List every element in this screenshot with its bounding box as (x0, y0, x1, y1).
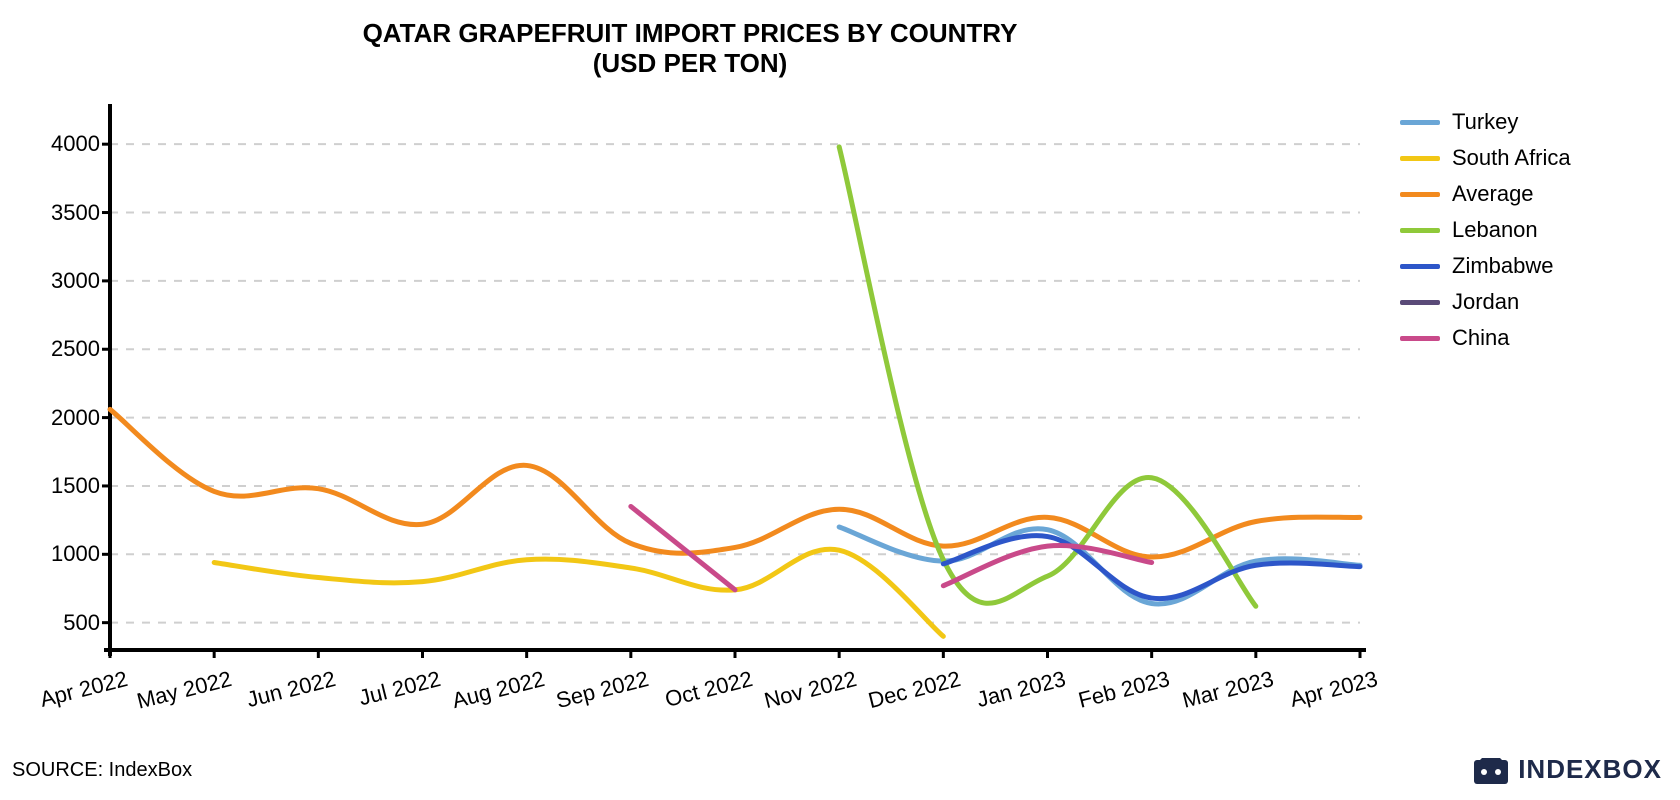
y-tick-label: 4000 (10, 131, 100, 157)
legend-swatch (1400, 120, 1440, 125)
legend-swatch (1400, 264, 1440, 269)
box-icon (1472, 752, 1510, 786)
legend: Turkey South Africa Average Lebanon Zimbabwe… (1400, 108, 1571, 360)
legend-label: China (1452, 325, 1509, 351)
legend-label: South Africa (1452, 145, 1571, 171)
legend-item-average: Average (1400, 180, 1571, 208)
plot-area (110, 110, 1360, 650)
legend-item-south-africa: South Africa (1400, 144, 1571, 172)
x-tick-label: Nov 2022 (746, 666, 859, 718)
legend-item-zimbabwe: Zimbabwe (1400, 252, 1571, 280)
x-tick-label: Dec 2022 (851, 666, 964, 718)
y-tick-label: 2500 (10, 336, 100, 362)
x-tick-label: May 2022 (121, 666, 234, 718)
y-tick-label: 2000 (10, 405, 100, 431)
x-tick-label: Jun 2022 (226, 666, 339, 718)
series-zimbabwe (943, 536, 1360, 599)
x-tick-label: Jan 2023 (955, 666, 1068, 718)
legend-label: Zimbabwe (1452, 253, 1553, 279)
x-tick-label: Jul 2022 (330, 666, 443, 718)
logo-text: INDEXBOX (1518, 754, 1662, 785)
legend-item-china: China (1400, 324, 1571, 352)
legend-label: Average (1452, 181, 1534, 207)
y-tick-label: 500 (10, 610, 100, 636)
legend-label: Turkey (1452, 109, 1518, 135)
x-tick-label: Mar 2023 (1163, 666, 1276, 718)
brand-logo: INDEXBOX (1472, 752, 1662, 786)
x-tick-label: Apr 2022 (17, 666, 130, 718)
y-tick-label: 1500 (10, 473, 100, 499)
legend-swatch (1400, 228, 1440, 233)
chart-container: QATAR GRAPEFRUIT IMPORT PRICES BY COUNTR… (0, 0, 1680, 800)
legend-swatch (1400, 300, 1440, 305)
x-tick-label: Oct 2022 (642, 666, 755, 718)
source-label: SOURCE: IndexBox (12, 759, 192, 782)
title-line-1: QATAR GRAPEFRUIT IMPORT PRICES BY COUNTR… (363, 18, 1018, 48)
series-average (110, 409, 1360, 557)
legend-label: Lebanon (1452, 217, 1538, 243)
chart-title: QATAR GRAPEFRUIT IMPORT PRICES BY COUNTR… (0, 18, 1380, 78)
x-tick-label: Sep 2022 (538, 666, 651, 718)
legend-swatch (1400, 192, 1440, 197)
plot-svg (110, 110, 1360, 650)
x-tick-label: Aug 2022 (434, 666, 547, 718)
legend-label: Jordan (1452, 289, 1519, 315)
y-tick-label: 3000 (10, 268, 100, 294)
y-tick-label: 3500 (10, 200, 100, 226)
legend-swatch (1400, 336, 1440, 341)
title-line-2: (USD PER TON) (593, 48, 788, 78)
legend-item-turkey: Turkey (1400, 108, 1571, 136)
legend-item-lebanon: Lebanon (1400, 216, 1571, 244)
x-tick-label: Apr 2023 (1267, 666, 1380, 718)
y-tick-label: 1000 (10, 541, 100, 567)
legend-item-jordan: Jordan (1400, 288, 1571, 316)
x-tick-label: Feb 2023 (1059, 666, 1172, 718)
legend-swatch (1400, 156, 1440, 161)
